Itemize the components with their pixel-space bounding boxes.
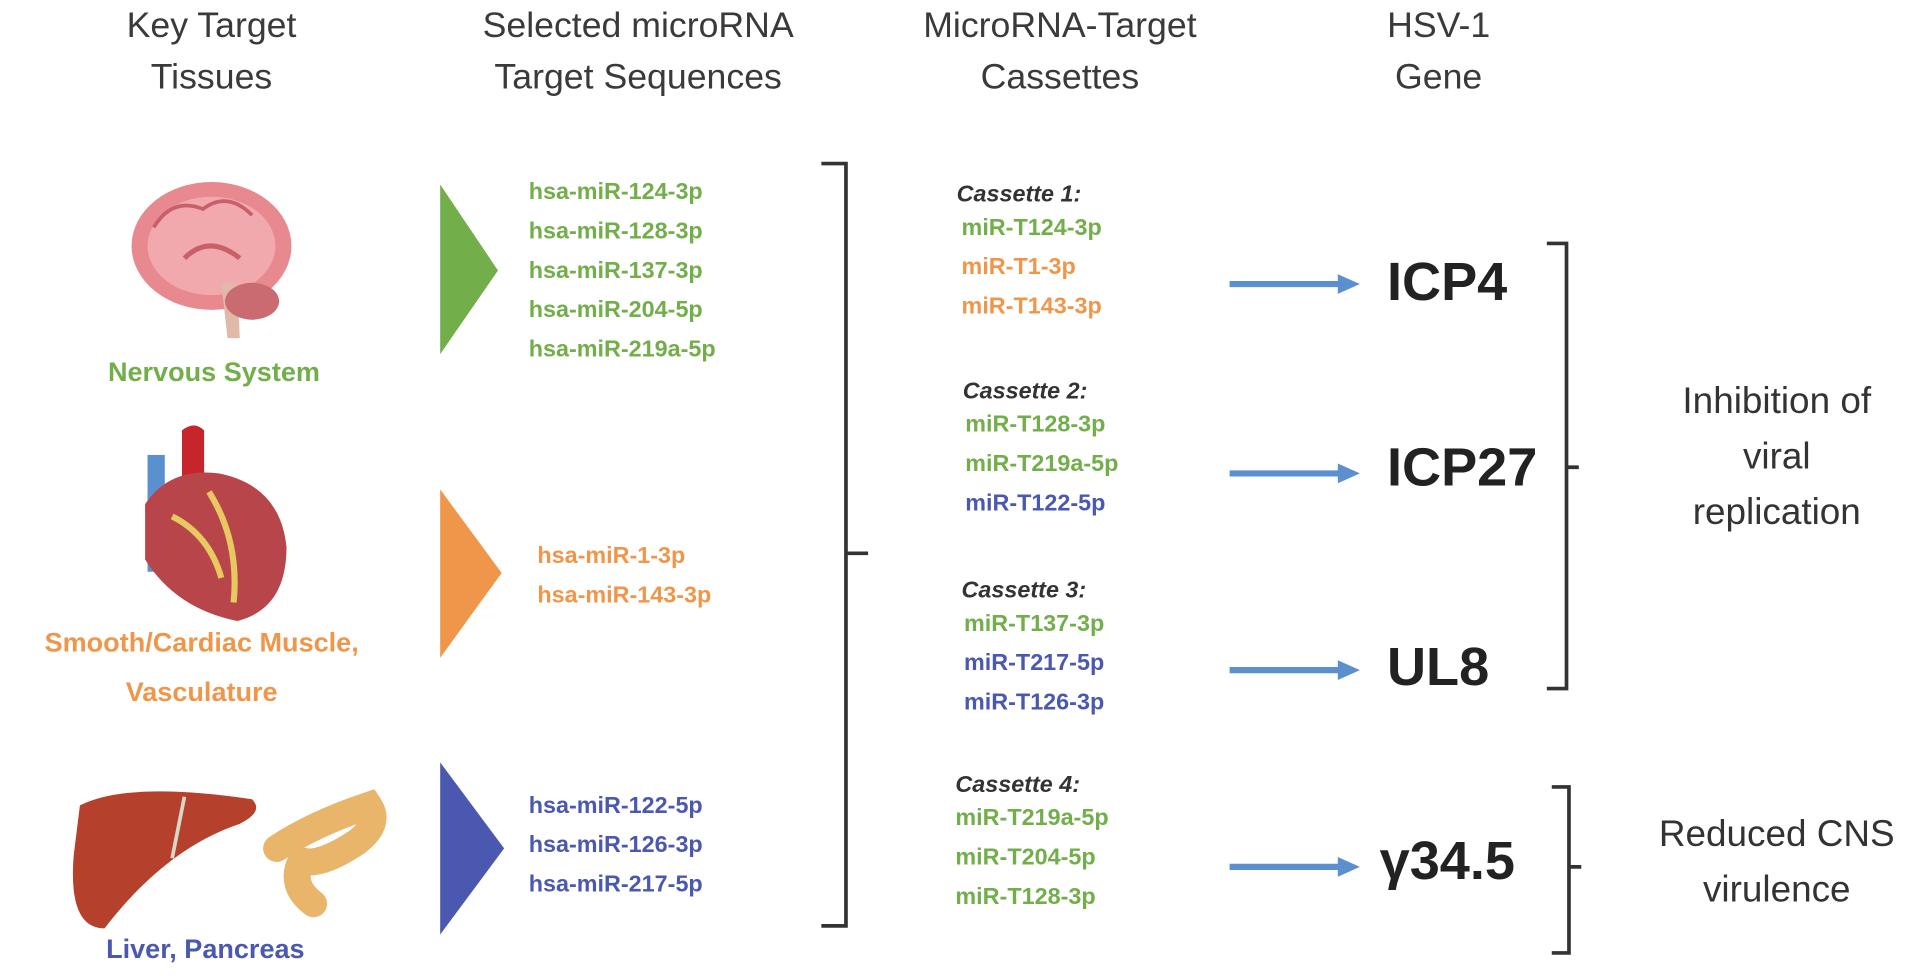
inhibition-bracket	[1546, 241, 1579, 691]
header-line: Key Target	[126, 6, 297, 46]
cassette-2: Cassette 2: miR-T128-3p miR-T219a-5p miR…	[963, 379, 1119, 524]
arrows	[1229, 274, 1360, 877]
cassette-title: Cassette 3:	[961, 577, 1087, 604]
cassette-item: miR-T137-3p	[964, 611, 1105, 637]
header-line: HSV-1	[1387, 6, 1491, 46]
cassette-title: Cassette 4:	[955, 772, 1081, 799]
effect-line: Inhibition of	[1682, 381, 1872, 422]
sequence-item: hsa-miR-143-3p	[537, 582, 712, 609]
header-line: Target Sequences	[494, 57, 782, 98]
header-line: Cassettes	[980, 57, 1140, 98]
sequence-item: hsa-miR-1-3p	[537, 543, 686, 570]
effect-line: viral	[1742, 436, 1811, 478]
sequence-item: hsa-miR-204-5p	[528, 297, 703, 324]
header-gene: HSV-1 Gene	[1387, 0, 1490, 103]
header-line: Gene	[1395, 57, 1483, 98]
cassette-item: miR-T204-5p	[955, 844, 1096, 871]
sequence-item: hsa-miR-137-3p	[528, 258, 703, 285]
tissue-label-liver: Liver, Pancreas	[106, 933, 305, 965]
effect-line: replication	[1692, 491, 1861, 533]
tissue-label-line: Smooth/Cardiac Muscle,	[44, 627, 359, 658]
header-line: Tissues	[150, 57, 273, 98]
orange-sequence-list: hsa-miR-1-3p hsa-miR-143-3p	[537, 537, 711, 616]
blue-sequence-list: hsa-miR-122-5p hsa-miR-126-3p hsa-miR-21…	[529, 787, 703, 905]
gene-gamma34-5: γ34.5	[1379, 831, 1516, 892]
header-line: MicroRNA-Target	[923, 6, 1197, 46]
header-tissues: Key Target Tissues	[127, 0, 297, 103]
cassette-3: Cassette 3: miR-T137-3p miR-T217-5p miR-…	[962, 578, 1105, 723]
sequence-item: hsa-miR-128-3p	[528, 218, 703, 245]
sequence-item: hsa-miR-126-3p	[528, 832, 703, 859]
cassette-item: miR-T128-3p	[955, 884, 1096, 910]
effect-line: virulence	[1702, 869, 1851, 910]
gene-ul8: UL8	[1386, 636, 1490, 698]
arrow-icon	[1229, 660, 1360, 680]
effect-inhibition: Inhibition of viral replication	[1682, 374, 1871, 540]
header-sequences: Selected microRNA Target Sequences	[483, 0, 794, 103]
cassette-item: miR-T1-3p	[961, 254, 1076, 281]
effect-line: Reduced CNS	[1658, 813, 1895, 855]
cassette-1: Cassette 1: miR-T124-3p miR-T1-3p miR-T1…	[957, 182, 1102, 327]
sequence-item: hsa-miR-219a-5p	[528, 336, 716, 363]
effect-reduced-virulence: Reduced CNS virulence	[1659, 807, 1895, 918]
sequence-item: hsa-miR-124-3p	[528, 179, 703, 206]
cassette-bracket	[821, 161, 869, 928]
gene-icp27: ICP27	[1386, 437, 1538, 498]
green-triangle	[440, 184, 498, 355]
cassette-title: Cassette 1:	[956, 181, 1082, 208]
arrow-icon	[1229, 857, 1360, 877]
cassette-item: miR-T126-3p	[964, 689, 1105, 716]
header-cassettes: MicroRNA-Target Cassettes	[923, 0, 1196, 103]
orange-triangle	[440, 489, 502, 658]
arrow-icon	[1229, 274, 1360, 294]
cassette-item: miR-T219a-5p	[965, 451, 1119, 478]
sequence-item: hsa-miR-217-5p	[528, 871, 703, 898]
blue-triangle	[440, 762, 505, 935]
liver-pancreas-icon	[72, 789, 387, 929]
green-sequence-list: hsa-miR-124-3p hsa-miR-128-3p hsa-miR-13…	[529, 173, 716, 370]
cassette-item: miR-T143-3p	[961, 293, 1102, 320]
brain-icon	[131, 181, 292, 339]
cassette-4: Cassette 4: miR-T219a-5p miR-T204-5p miR…	[955, 772, 1108, 917]
cassette-item: miR-T217-5p	[964, 650, 1105, 677]
header-line: Selected microRNA	[482, 6, 794, 46]
cassette-item: miR-T122-5p	[965, 490, 1106, 517]
sequence-item: hsa-miR-122-5p	[528, 793, 703, 819]
arrow-icon	[1229, 463, 1360, 484]
tissue-label-line: Vasculature	[125, 676, 278, 708]
cassette-title: Cassette 2:	[962, 378, 1088, 405]
tissue-label-nervous: Nervous System	[107, 356, 320, 388]
cassette-item: miR-T128-3p	[965, 411, 1106, 438]
cassette-item: miR-T219a-5p	[955, 805, 1109, 832]
heart-icon	[145, 425, 287, 621]
cassette-item: miR-T124-3p	[961, 215, 1102, 242]
virulence-bracket	[1551, 785, 1582, 955]
tissue-label-muscle: Smooth/Cardiac Muscle, Vasculature	[45, 618, 359, 716]
gene-icp4: ICP4	[1386, 252, 1508, 313]
